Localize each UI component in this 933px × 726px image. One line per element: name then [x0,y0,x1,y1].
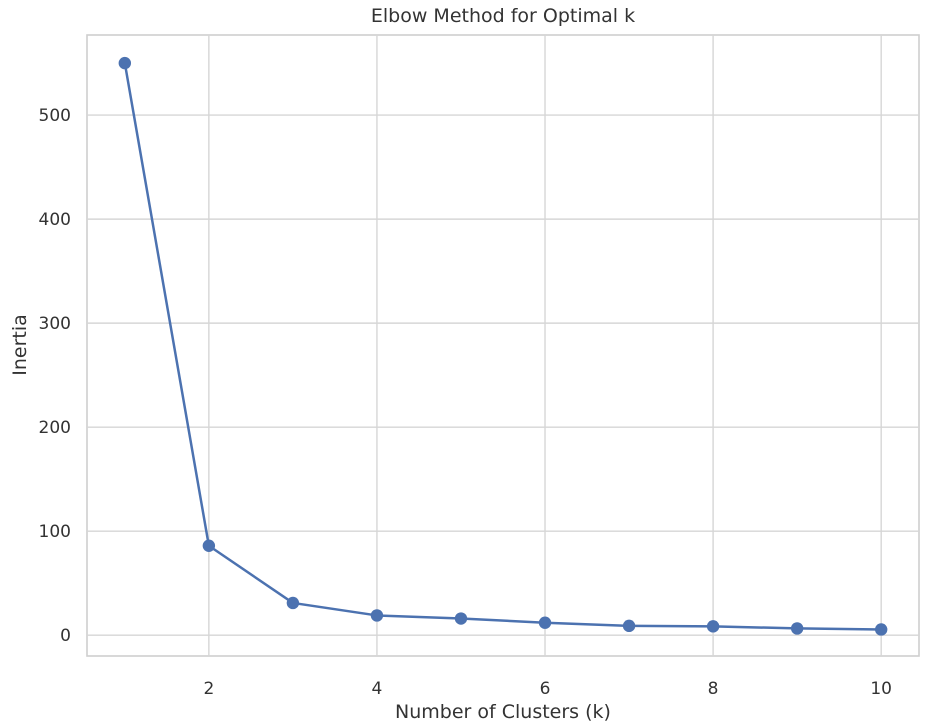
series-layer [123,61,883,631]
data-point-k-5 [454,612,468,625]
data-point-k-2 [202,539,216,552]
data-point-k-3 [286,596,300,610]
x-tick-label-10: 10 [870,679,892,699]
data-point-k-1 [118,56,132,70]
chart-title: Elbow Method for Optimal k [371,5,635,27]
x-tick-label-6: 6 [540,679,551,699]
plot-area [86,34,920,657]
grid-layer [87,35,919,656]
data-point-k-10 [874,623,888,636]
y-tick-label-200: 200 [39,418,71,438]
data-point-k-6 [538,616,552,629]
y-axis-title: Inertia [9,314,31,376]
y-tick-label-500: 500 [39,106,71,126]
x-tick-labels: 2 4 6 8 10 [203,679,892,699]
x-tick-label-8: 8 [708,679,719,699]
x-tick-label-2: 2 [203,679,214,699]
x-tick-label-4: 4 [372,679,383,699]
data-point-k-9 [790,622,804,635]
series-line [123,61,883,631]
data-point-k-8 [706,620,720,633]
data-point-k-7 [622,619,636,633]
y-tick-label-100: 100 [39,522,71,542]
y-tick-label-0: 0 [60,626,71,646]
data-point-k-4 [370,609,384,622]
y-tick-label-400: 400 [39,210,71,230]
y-tick-label-300: 300 [39,314,71,334]
y-tick-labels: 0 100 200 300 400 500 [39,106,71,646]
points-layer [118,56,888,636]
x-axis-title: Number of Clusters (k) [395,701,611,723]
